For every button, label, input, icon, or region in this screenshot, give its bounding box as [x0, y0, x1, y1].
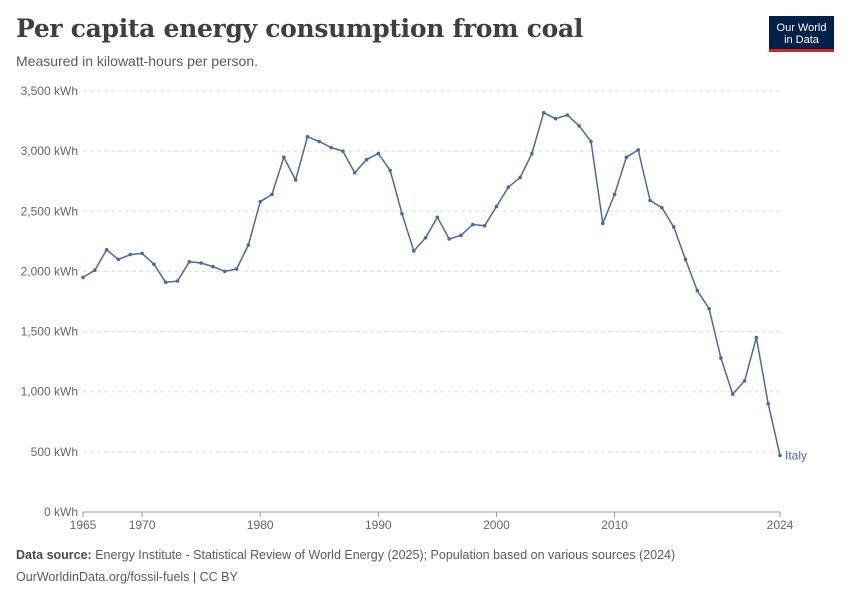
- x-tick-label: 1990: [365, 518, 392, 532]
- data-point: [589, 139, 593, 144]
- data-point: [341, 149, 345, 153]
- data-point: [660, 205, 664, 210]
- data-point: [482, 223, 487, 228]
- data-point: [258, 199, 263, 204]
- data-point: [234, 267, 239, 271]
- data-source: Data source: Energy Institute - Statisti…: [16, 548, 675, 562]
- data-point: [175, 279, 180, 283]
- data-point: [636, 148, 641, 152]
- data-point: [104, 247, 109, 252]
- data-point: [152, 262, 156, 267]
- data-source-label: Data source:: [16, 548, 92, 562]
- url-license[interactable]: OurWorldinData.org/fossil-fuels | CC BY: [16, 570, 238, 584]
- data-point: [329, 145, 333, 150]
- data-point: [400, 211, 404, 216]
- data-point: [612, 192, 617, 197]
- series-label: Italy: [785, 448, 807, 462]
- data-point: [376, 151, 381, 156]
- data-point: [293, 178, 298, 182]
- x-tick-label: 1980: [247, 518, 274, 532]
- data-point: [187, 260, 192, 264]
- data-point: [116, 257, 121, 262]
- data-point: [518, 175, 522, 180]
- data-point: [435, 215, 440, 220]
- data-point: [695, 288, 700, 293]
- data-point: [411, 249, 416, 253]
- data-point: [766, 401, 770, 406]
- y-tick-label: 500 kWh: [31, 445, 78, 459]
- data-point: [211, 264, 215, 269]
- data-point: [471, 222, 475, 227]
- owid-logo[interactable]: Our World in Data: [769, 16, 834, 52]
- data-point: [671, 225, 676, 229]
- data-point: [553, 116, 558, 121]
- data-point: [494, 204, 499, 209]
- data-point: [506, 185, 511, 190]
- x-tick-label: 1970: [129, 518, 156, 532]
- data-point: [447, 237, 452, 241]
- data-point: [305, 134, 310, 139]
- data-point: [282, 155, 286, 159]
- data-point: [270, 192, 274, 197]
- data-point: [624, 155, 629, 159]
- data-point: [93, 268, 97, 273]
- data-point: [222, 269, 227, 274]
- data-point: [778, 453, 782, 458]
- data-point: [199, 261, 203, 265]
- x-tick-label: 2000: [483, 518, 510, 532]
- y-tick-label: 1,000 kWh: [21, 385, 78, 399]
- data-source-text: Energy Institute - Statistical Review of…: [95, 548, 676, 562]
- line-chart: 0 kWh 500 kWh 1,000 kWh 1,500 kWh 2,000 kWh 2…: [21, 84, 807, 532]
- series-layer: Italy: [81, 110, 807, 462]
- series-line: [82, 111, 781, 456]
- chart-subtitle: Measured in kilowatt-hours per person.: [16, 53, 259, 69]
- data-point: [754, 335, 759, 340]
- x-tick-label: 1965: [70, 518, 97, 532]
- y-tick-label: 2,000 kWh: [21, 264, 78, 278]
- x-tick-label: 2024: [767, 518, 794, 532]
- data-point: [81, 275, 85, 280]
- data-point: [577, 124, 581, 128]
- data-point: [423, 235, 428, 240]
- data-point: [742, 379, 747, 383]
- data-point: [352, 170, 357, 175]
- y-tick-label: 2,500 kWh: [21, 204, 78, 218]
- data-point: [683, 257, 688, 262]
- logo-line-2: in Data: [784, 33, 819, 46]
- data-point: [459, 233, 463, 238]
- data-point: [388, 168, 392, 173]
- data-point: [317, 139, 322, 144]
- data-point: [730, 392, 735, 396]
- data-point: [541, 110, 546, 115]
- data-point: [530, 151, 534, 156]
- y-tick-label: 1,500 kWh: [21, 325, 78, 339]
- y-tick-label: 3,000 kWh: [21, 144, 78, 158]
- data-point: [128, 252, 133, 257]
- data-point: [246, 243, 251, 247]
- data-point: [707, 306, 711, 311]
- grid-layer: [83, 90, 780, 453]
- data-point: [140, 251, 144, 256]
- data-point: [648, 198, 652, 203]
- data-point: [364, 157, 369, 162]
- data-point: [600, 221, 605, 226]
- chart-title: Per capita energy consumption from coal: [16, 14, 584, 43]
- data-point: [719, 356, 723, 360]
- logo-line-1: Our World: [776, 21, 827, 34]
- y-tick-label: 3,500 kWh: [21, 84, 78, 98]
- axis-layer: 0 kWh 500 kWh 1,000 kWh 1,500 kWh 2,000 kWh 2…: [21, 84, 794, 532]
- data-point: [163, 280, 168, 285]
- x-tick-label: 2010: [601, 518, 628, 532]
- y-tick-label: 0 kWh: [44, 505, 78, 519]
- data-point: [565, 113, 570, 117]
